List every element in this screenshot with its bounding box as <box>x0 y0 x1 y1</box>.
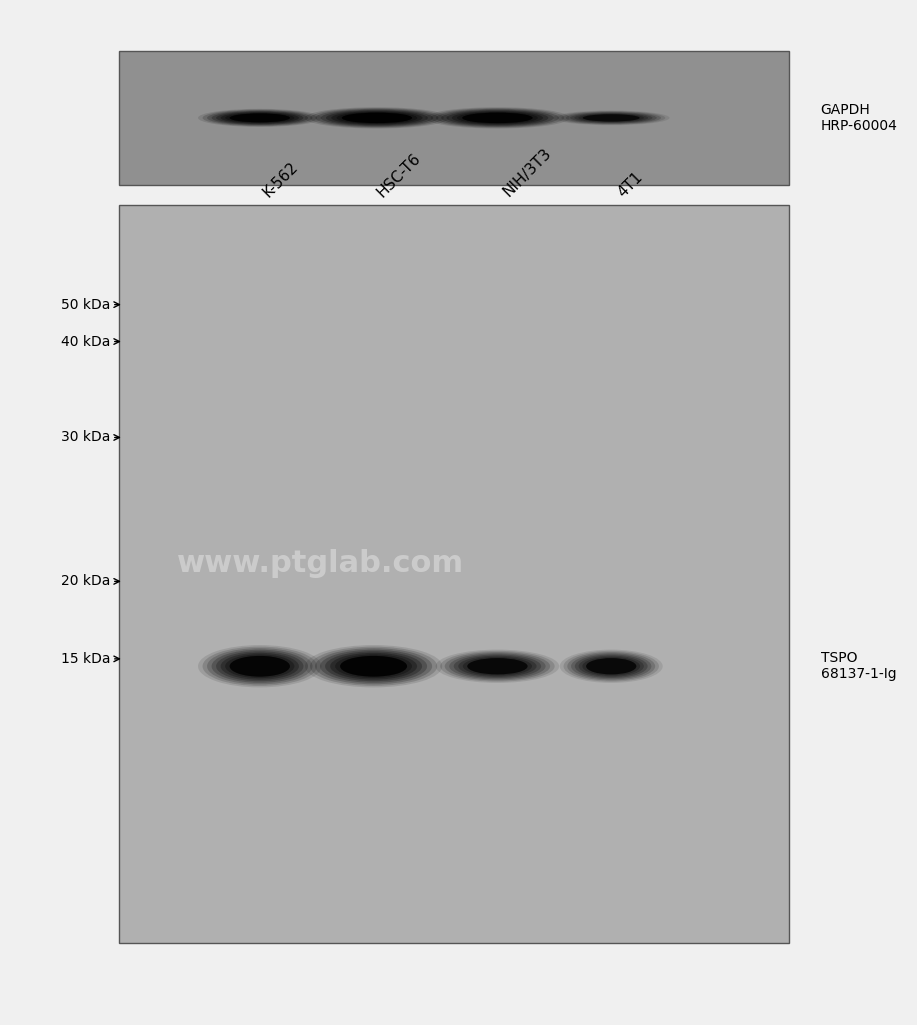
Ellipse shape <box>198 109 322 127</box>
Ellipse shape <box>462 113 533 123</box>
Ellipse shape <box>226 113 294 123</box>
Ellipse shape <box>579 114 644 122</box>
Ellipse shape <box>212 650 308 683</box>
Ellipse shape <box>566 112 657 124</box>
Ellipse shape <box>207 110 313 126</box>
Ellipse shape <box>431 108 564 128</box>
Text: NIH/3T3: NIH/3T3 <box>501 146 555 200</box>
Text: K-562: K-562 <box>260 159 301 200</box>
Ellipse shape <box>449 653 546 680</box>
Ellipse shape <box>553 111 669 125</box>
Ellipse shape <box>342 113 412 123</box>
Ellipse shape <box>342 113 412 123</box>
Ellipse shape <box>216 651 304 682</box>
Ellipse shape <box>203 647 317 686</box>
Ellipse shape <box>570 113 653 123</box>
Ellipse shape <box>457 112 538 124</box>
FancyBboxPatch shape <box>119 51 789 184</box>
Ellipse shape <box>226 654 294 679</box>
Ellipse shape <box>310 647 437 686</box>
Ellipse shape <box>582 657 640 675</box>
Text: www.ptglab.com: www.ptglab.com <box>177 549 465 578</box>
Text: 4T1: 4T1 <box>614 169 646 200</box>
Ellipse shape <box>468 658 527 674</box>
Text: 50 kDa: 50 kDa <box>61 297 110 312</box>
Ellipse shape <box>441 110 554 126</box>
Ellipse shape <box>221 112 299 124</box>
Ellipse shape <box>203 110 317 126</box>
Ellipse shape <box>452 111 543 125</box>
Ellipse shape <box>558 111 665 125</box>
Ellipse shape <box>463 657 532 675</box>
Ellipse shape <box>229 114 290 122</box>
Ellipse shape <box>559 650 663 683</box>
Ellipse shape <box>331 111 423 125</box>
Ellipse shape <box>326 111 428 125</box>
FancyBboxPatch shape <box>119 205 789 943</box>
Ellipse shape <box>468 658 527 674</box>
Ellipse shape <box>330 653 417 680</box>
Ellipse shape <box>305 645 442 688</box>
Ellipse shape <box>304 108 449 128</box>
Ellipse shape <box>229 114 290 122</box>
Text: TSPO
68137-1-Ig: TSPO 68137-1-Ig <box>821 651 896 682</box>
Ellipse shape <box>425 108 569 128</box>
Text: GAPDH
HRP-60004: GAPDH HRP-60004 <box>821 102 898 133</box>
Ellipse shape <box>574 113 648 123</box>
Ellipse shape <box>586 658 636 674</box>
Ellipse shape <box>462 113 533 123</box>
Ellipse shape <box>221 653 299 680</box>
Ellipse shape <box>436 109 559 127</box>
Text: HSC-T6: HSC-T6 <box>373 151 423 200</box>
Ellipse shape <box>340 656 407 676</box>
Ellipse shape <box>445 652 550 681</box>
Ellipse shape <box>564 651 659 682</box>
Ellipse shape <box>454 655 541 678</box>
Ellipse shape <box>321 110 433 126</box>
Text: 15 kDa: 15 kDa <box>61 652 110 666</box>
Ellipse shape <box>458 656 536 676</box>
Ellipse shape <box>335 654 412 679</box>
Text: 20 kDa: 20 kDa <box>61 574 110 588</box>
Ellipse shape <box>216 112 304 124</box>
Ellipse shape <box>229 656 290 676</box>
Text: 40 kDa: 40 kDa <box>61 334 110 349</box>
Ellipse shape <box>575 655 647 678</box>
Ellipse shape <box>579 656 644 676</box>
Ellipse shape <box>310 108 444 128</box>
Ellipse shape <box>229 656 290 676</box>
Ellipse shape <box>340 656 407 676</box>
Ellipse shape <box>207 648 313 685</box>
Ellipse shape <box>320 650 427 683</box>
Ellipse shape <box>325 651 422 682</box>
Ellipse shape <box>315 109 438 127</box>
Ellipse shape <box>561 112 661 124</box>
Ellipse shape <box>212 111 308 125</box>
Ellipse shape <box>436 650 559 683</box>
Ellipse shape <box>586 658 636 674</box>
Ellipse shape <box>315 648 432 685</box>
Ellipse shape <box>583 114 640 122</box>
Ellipse shape <box>447 111 548 125</box>
Ellipse shape <box>571 653 651 680</box>
Ellipse shape <box>337 112 417 124</box>
Ellipse shape <box>568 652 655 681</box>
Ellipse shape <box>440 651 555 682</box>
Ellipse shape <box>583 114 640 122</box>
Text: 30 kDa: 30 kDa <box>61 430 110 445</box>
Ellipse shape <box>198 645 322 688</box>
